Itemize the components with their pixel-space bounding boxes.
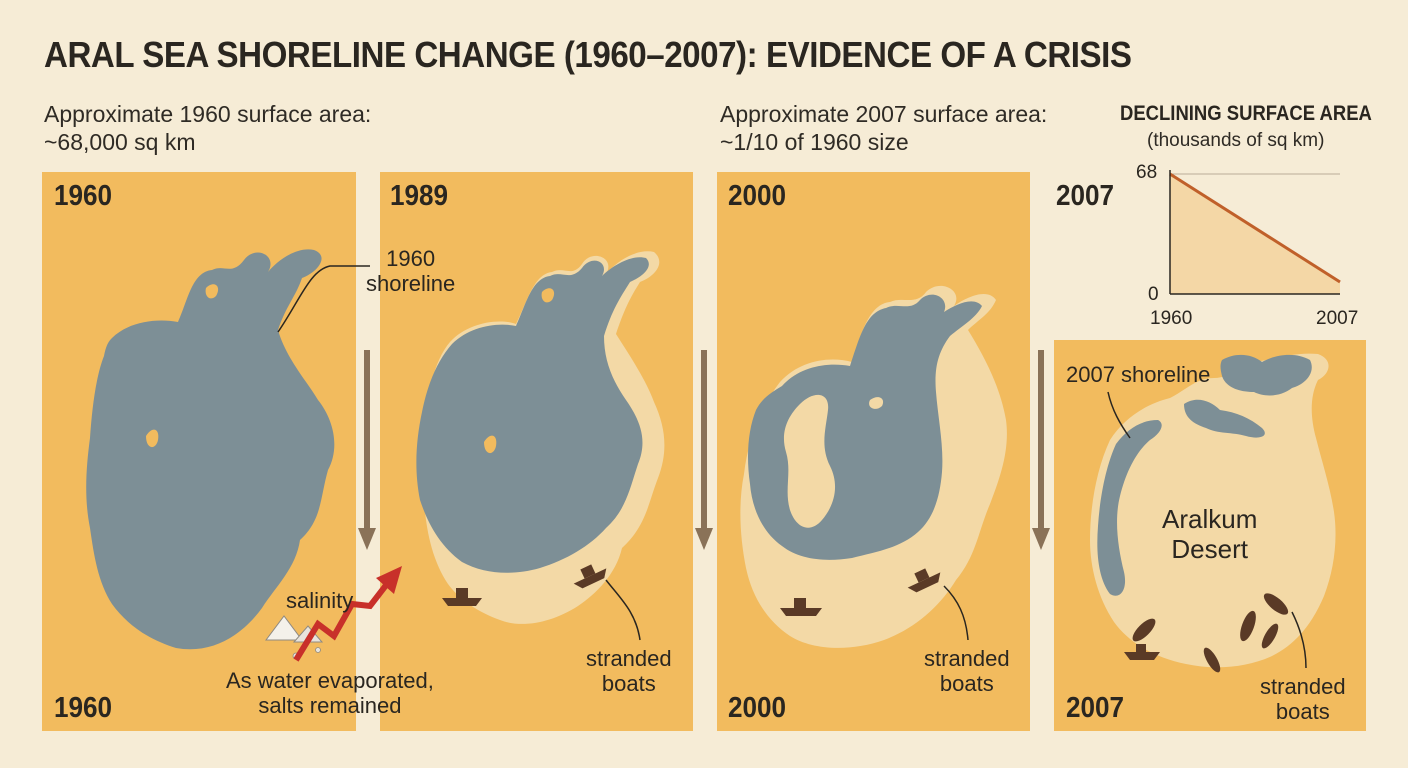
surface-area-chart: [1169, 170, 1341, 295]
shoreline-1960-label: 1960 shoreline: [366, 246, 456, 296]
y-tick-label-min: 0: [1148, 284, 1159, 305]
flow-arrow-3: [1032, 350, 1050, 550]
salinity-arrow-icon: [293, 566, 402, 662]
y-tick-label-max: 68: [1136, 162, 1158, 183]
flow-arrow-2: [695, 350, 713, 550]
salt-pile-icon: [265, 615, 324, 660]
shoreline-2007-label: 2007 shoreline: [1066, 362, 1211, 387]
flow-arrow-1: [358, 350, 376, 550]
chart-title: DECLINING SURFACE AREA: [1120, 102, 1372, 125]
sea-2000: [748, 294, 982, 560]
x-tick-label-start: 1960: [1150, 308, 1193, 329]
chart-subtitle: (thousands of sq km): [1147, 130, 1325, 151]
boat-icon: [780, 598, 822, 616]
year-label-bottom: 2000: [728, 692, 787, 724]
evaporation-caption: As water evaporated, salts remained: [226, 668, 434, 718]
boat-icon: [1132, 593, 1289, 673]
boat-icon: [907, 568, 941, 593]
stranded-boats-label: stranded boats: [586, 646, 672, 696]
sea-1989: [416, 257, 649, 573]
stranded-boats-label: stranded boats: [1260, 674, 1346, 724]
area-1960-line1: Approximate 1960 surface area:: [44, 101, 372, 127]
year-label-top: 1960: [54, 180, 113, 212]
area-2007-line1: Approximate 2007 surface area:: [720, 101, 1048, 127]
x-tick-label-end: 2007: [1316, 308, 1359, 329]
sea-2007: [1097, 354, 1312, 596]
boat-icon: [573, 564, 607, 589]
area-2007-line2: ~1/10 of 1960 size: [720, 129, 909, 155]
salinity-label: salinity: [286, 588, 354, 613]
aralkum-desert-label: Aralkum Desert: [1162, 504, 1258, 564]
sea-1960: [86, 249, 335, 650]
area-1960-note: Approximate 1960 surface area: ~68,000 s…: [44, 100, 371, 156]
year-label-top: 1989: [390, 180, 449, 212]
year-label-bottom: 2007: [1066, 692, 1125, 724]
chart-series-line: [1169, 172, 1341, 284]
chart-area: [1170, 174, 1340, 294]
stranded-boats-label: stranded boats: [924, 646, 1010, 696]
area-2007-note: Approximate 2007 surface area: ~1/10 of …: [720, 100, 1047, 156]
year-label-top: 2000: [728, 180, 787, 212]
boat-icon: [442, 588, 482, 606]
page-title: ARAL SEA SHORELINE CHANGE (1960–2007): E…: [44, 34, 1132, 75]
year-label-bottom: 1960: [54, 692, 113, 724]
year-label-top: 2007: [1056, 180, 1115, 212]
boat-icon: [1124, 644, 1160, 660]
area-1960-line2: ~68,000 sq km: [44, 129, 196, 155]
